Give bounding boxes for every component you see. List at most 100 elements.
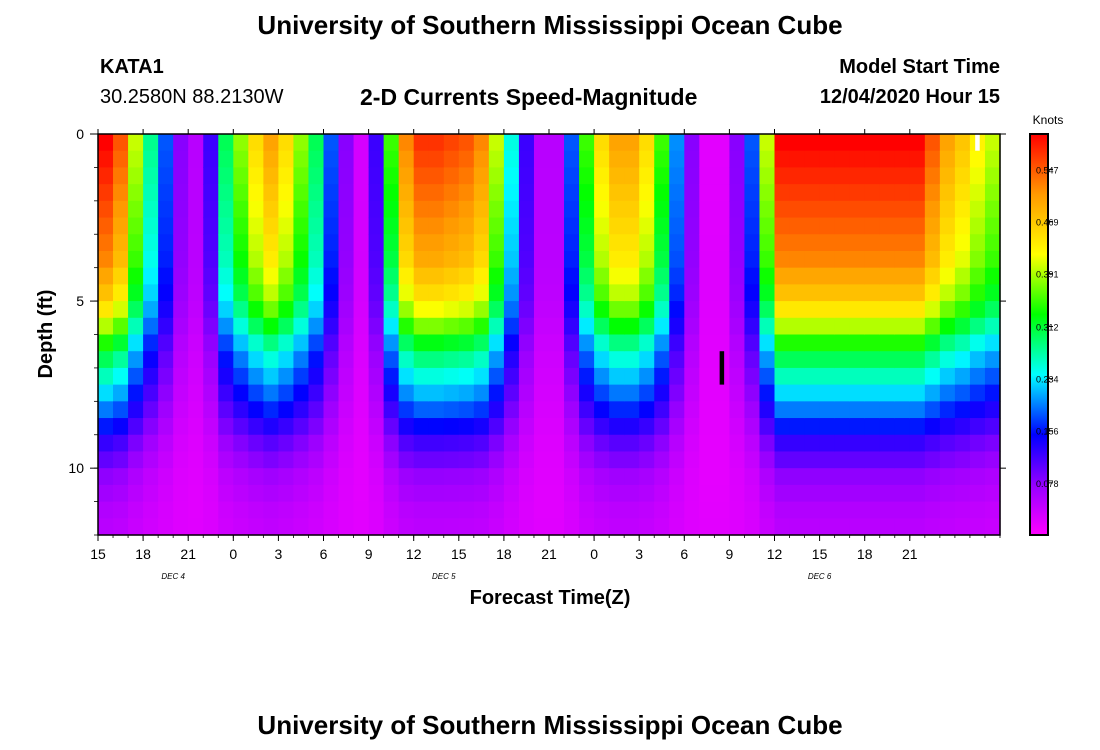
heatmap-cell: [248, 351, 264, 369]
heatmap-cell: [218, 200, 234, 219]
heatmap-cell: [158, 334, 174, 352]
heatmap-cell: [488, 501, 505, 519]
heatmap-cell: [984, 200, 1001, 219]
heatmap-cell: [984, 518, 1001, 536]
heatmap-cell: [218, 501, 234, 519]
heatmap-cell: [173, 484, 189, 503]
heatmap-cell: [278, 418, 295, 436]
heatmap-cell: [864, 301, 881, 319]
heatmap-cell: [564, 284, 580, 302]
heatmap-cell: [443, 518, 460, 536]
heatmap-cell: [248, 401, 264, 419]
heatmap-cell: [158, 401, 174, 419]
heatmap-cell: [338, 317, 355, 336]
heatmap-cell: [473, 267, 490, 285]
heatmap-cell: [729, 384, 746, 402]
heatmap-cell: [849, 200, 866, 219]
heatmap-cell: [278, 217, 295, 235]
heatmap-cell: [774, 334, 791, 352]
heatmap-cell: [248, 134, 264, 152]
heatmap-cell: [639, 468, 655, 486]
heatmap-cell: [639, 150, 655, 169]
heatmap-cell: [248, 518, 264, 536]
heatmap-cell: [819, 384, 836, 402]
missing-data-markers: [719, 134, 980, 385]
heatmap-cell: [98, 250, 114, 269]
heatmap-cell: [699, 367, 715, 386]
heatmap-cell: [984, 217, 1001, 235]
heatmap-cell: [398, 334, 415, 352]
heatmap-cell: [518, 501, 535, 519]
heatmap-cell: [594, 134, 610, 152]
heatmap-cell: [924, 468, 941, 486]
heatmap-cell: [714, 434, 730, 453]
heatmap-cell: [383, 334, 400, 352]
heatmap-cell: [924, 501, 941, 519]
heatmap-cell: [113, 134, 129, 152]
heatmap-cell: [609, 301, 625, 319]
heatmap-cell: [594, 518, 610, 536]
heatmap-cell: [819, 150, 836, 169]
heatmap-cell: [443, 468, 460, 486]
heatmap-cell: [533, 134, 550, 152]
heatmap-cell: [954, 234, 971, 252]
heatmap-cell: [98, 484, 114, 503]
heatmap-cell: [533, 301, 550, 319]
heatmap-cell: [368, 200, 385, 219]
colorbar-tick-label: 0.391: [1036, 270, 1059, 280]
heatmap-cell: [834, 134, 851, 152]
heatmap-cell: [594, 468, 610, 486]
heatmap-cell: [669, 501, 685, 519]
heatmap-cell: [834, 284, 851, 302]
heatmap-cell: [518, 234, 535, 252]
heatmap-cell: [624, 150, 640, 169]
heatmap-cell: [909, 418, 926, 436]
heatmap-cell: [218, 401, 234, 419]
heatmap-cell: [714, 167, 730, 185]
heatmap-cell: [443, 501, 460, 519]
heatmap-cell: [759, 451, 776, 469]
heatmap-cell: [248, 167, 264, 185]
heatmap-cell: [879, 234, 896, 252]
missing-cell: [975, 134, 980, 151]
heatmap-cell: [263, 150, 279, 169]
heatmap-cell: [383, 284, 400, 302]
heatmap-cell: [443, 367, 460, 386]
heatmap-cell: [639, 351, 655, 369]
heatmap-cell: [639, 250, 655, 269]
heatmap-cell: [594, 317, 610, 336]
heatmap-cell: [113, 317, 129, 336]
heatmap-cell: [864, 284, 881, 302]
heatmap-cell: [804, 468, 821, 486]
heatmap-cell: [714, 384, 730, 402]
heatmap-cell: [128, 284, 144, 302]
heatmap-cell: [428, 217, 445, 235]
missing-cell: [719, 351, 725, 385]
heatmap-cell: [308, 351, 325, 369]
heatmap-cell: [398, 351, 415, 369]
x-tick-label: 9: [365, 546, 373, 562]
heatmap-cell: [759, 434, 776, 453]
heatmap-cell: [413, 301, 430, 319]
heatmap-cell: [684, 301, 700, 319]
heatmap-cell: [173, 317, 189, 336]
heatmap-cell: [789, 284, 806, 302]
heatmap-cell: [308, 334, 325, 352]
heatmap-cell: [188, 434, 204, 453]
heatmap-cell: [729, 150, 746, 169]
heatmap-cell: [729, 217, 746, 235]
heatmap-cell: [654, 167, 670, 185]
heatmap-cell: [473, 250, 490, 269]
heatmap-cell: [158, 234, 174, 252]
x-tick-label: 15: [451, 546, 467, 562]
heatmap-cell: [954, 150, 971, 169]
heatmap-cell: [143, 418, 159, 436]
heatmap-cell: [549, 367, 565, 386]
heatmap-cell: [774, 501, 791, 519]
heatmap-cell: [503, 167, 520, 185]
heatmap-cell: [218, 451, 234, 469]
heatmap-cell: [669, 451, 685, 469]
heatmap-cell: [473, 451, 490, 469]
heatmap-cell: [368, 351, 385, 369]
y-tick-label: 10: [68, 460, 84, 476]
